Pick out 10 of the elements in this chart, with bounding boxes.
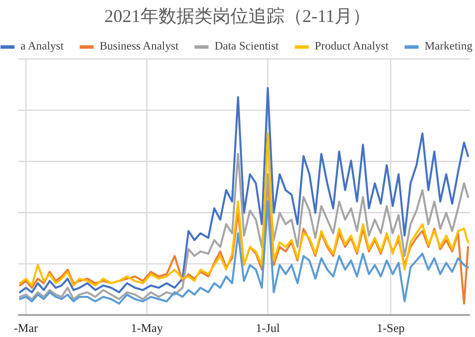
legend-label: Marketing	[424, 40, 473, 53]
legend-label: a Analyst	[20, 40, 64, 53]
x-tick-label: -Mar	[14, 321, 38, 335]
x-tick-label: 1-Jul	[256, 321, 280, 335]
x-tick-label: 1-May	[130, 321, 163, 335]
legend-label: Product Analyst	[314, 40, 390, 53]
x-tick-label: 1-Sep	[376, 321, 405, 335]
chart-title: 2021年数据类岗位追踪（2-11月）	[104, 6, 371, 26]
legend-label: Data Scientist	[214, 40, 280, 53]
legend-label: Business Analyst	[100, 40, 180, 53]
